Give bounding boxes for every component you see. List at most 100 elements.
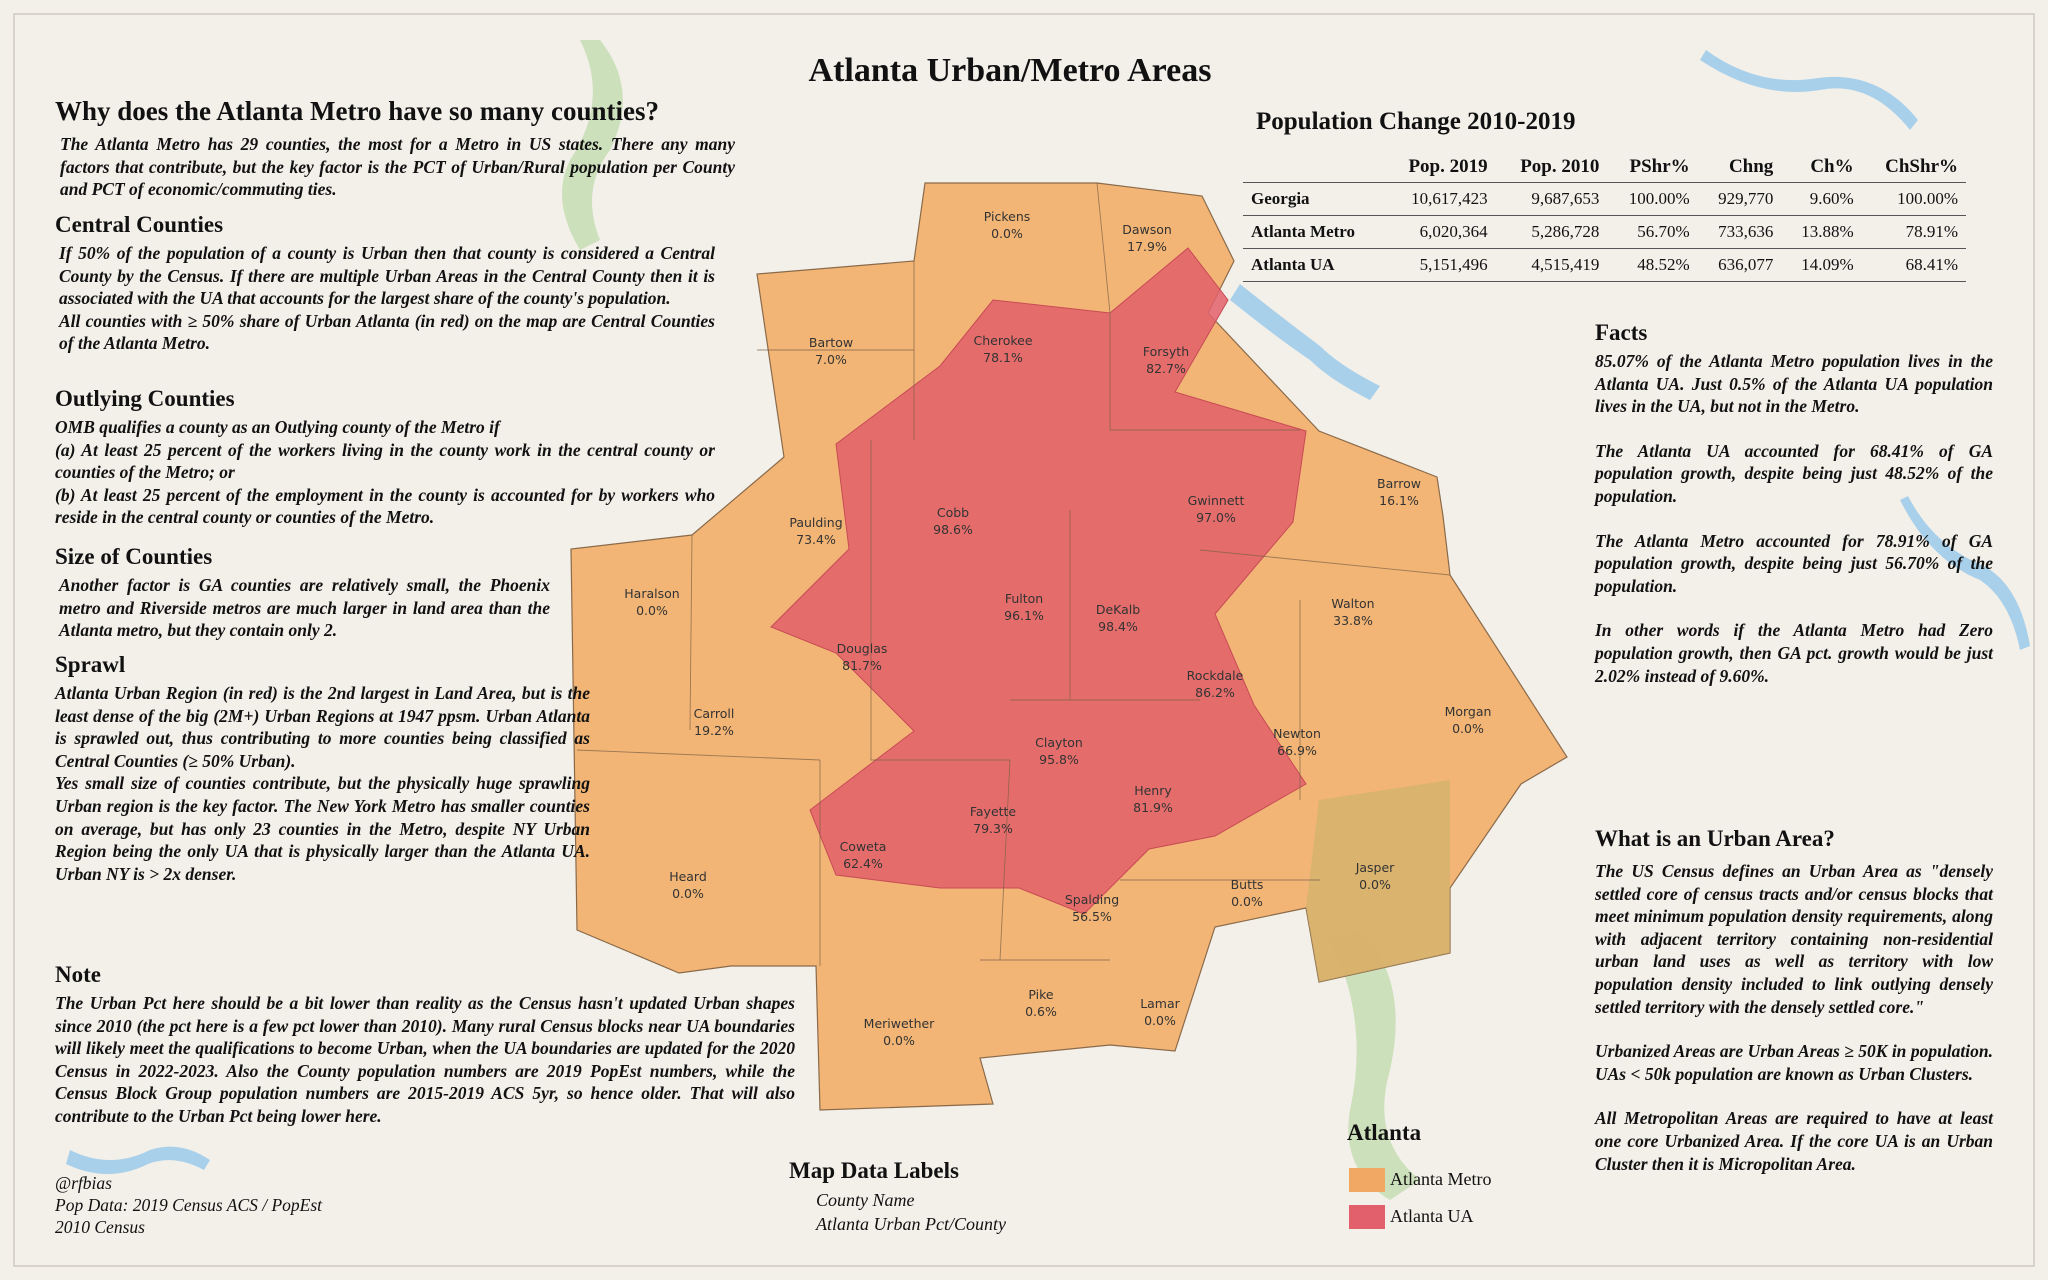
county-urban-pct: 0.0% — [636, 603, 668, 618]
county-urban-pct: 96.1% — [1004, 608, 1044, 623]
column-header: PShr% — [1629, 156, 1690, 177]
table-cell: 10,617,423 — [1383, 182, 1496, 216]
section-heading: Central Counties — [55, 212, 224, 237]
paragraph: OMB qualifies a county as an Outlying co… — [55, 417, 500, 437]
table-row: Georgia 10,617,423 9,687,653 100.00% 929,770… — [1243, 182, 1966, 216]
text-section: Central Counties If 50% of the populatio… — [55, 212, 715, 355]
text-section: Sprawl Atlanta Urban Region (in red) is … — [55, 652, 590, 885]
paragraph: Urbanized Areas are Urban Areas ≥ 50K in… — [1595, 1041, 1993, 1084]
corner-cell — [1243, 152, 1384, 183]
county-name: Morgan — [1445, 704, 1492, 719]
county-urban-pct: 82.7% — [1146, 361, 1186, 376]
paragraph: The Atlanta Metro accounted for 78.91% o… — [1595, 530, 1993, 596]
column-header: Ch% — [1810, 156, 1854, 177]
table-row: Atlanta Metro 6,020,364 5,286,728 56.70% 733… — [1243, 215, 1966, 249]
row-label: Atlanta UA — [1243, 248, 1384, 282]
county-urban-pct: 78.1% — [983, 350, 1023, 365]
text-section: Outlying Counties OMB qualifies a county… — [55, 386, 715, 529]
forest-area — [562, 40, 623, 250]
county-name: Fayette — [970, 804, 1017, 819]
paragraph: Another factor is GA counties are relati… — [59, 575, 550, 641]
county-name: Meriwether — [864, 1016, 936, 1031]
county-urban-pct: 19.2% — [694, 723, 734, 738]
county-urban-pct: 7.0% — [815, 352, 847, 367]
paragraph: In other words if the Atlanta Metro had … — [1595, 620, 1993, 686]
legend-label: Atlanta Metro — [1390, 1169, 1492, 1189]
column-header: Pop. 2019 — [1408, 156, 1488, 177]
row-label: Atlanta Metro — [1243, 215, 1384, 249]
county-name: Dawson — [1122, 222, 1172, 237]
section-heading: Map Data Labels — [789, 1158, 959, 1183]
legend-swatch — [1349, 1168, 1385, 1192]
table-title: Population Change 2010-2019 — [1256, 108, 1575, 142]
paragraph: The US Census defines an Urban Area as "… — [1595, 861, 1993, 1017]
county-name: Butts — [1231, 877, 1264, 892]
county-urban-pct: 0.0% — [1452, 721, 1484, 736]
paragraph: 85.07% of the Atlanta Metro population l… — [1595, 351, 1993, 417]
credits: @rfbias Pop Data: 2019 Census ACS / PopE… — [55, 1172, 455, 1238]
table-cell: 100.00% — [1861, 182, 1966, 216]
county-urban-pct: 66.9% — [1277, 743, 1317, 758]
urban-area-section: What is an Urban Area? The US Census def… — [1595, 826, 1993, 1175]
key-line: County Name — [816, 1190, 915, 1210]
table-cell: 56.70% — [1607, 215, 1698, 249]
lake — [66, 1146, 210, 1174]
county-urban-pct: 62.4% — [843, 856, 883, 871]
county-urban-pct: 56.5% — [1072, 909, 1112, 924]
column-header: Chng — [1728, 156, 1774, 177]
county-name: Haralson — [624, 586, 679, 601]
table-cell: 78.91% — [1861, 215, 1966, 249]
forest-area — [1330, 930, 1420, 1200]
table-cell: 5,286,728 — [1495, 215, 1608, 249]
county-name: Rockdale — [1187, 668, 1244, 683]
county-urban-pct: 0.0% — [1359, 877, 1391, 892]
county-name: Paulding — [789, 515, 842, 530]
county-urban-pct: 0.0% — [1144, 1013, 1176, 1028]
county-urban-pct: 95.8% — [1039, 752, 1079, 767]
table-cell: 929,770 — [1697, 182, 1782, 216]
paragraph: The Urban Pct here should be a bit lower… — [55, 993, 795, 1126]
legend-title: Atlanta — [1347, 1120, 1422, 1145]
county-urban-pct: 16.1% — [1379, 493, 1419, 508]
paragraph: Yes small size of counties contribute, b… — [55, 773, 590, 884]
credit-line: Pop Data: 2019 Census ACS / PopEst — [55, 1195, 323, 1215]
column-header: Pop. 2010 — [1520, 156, 1600, 177]
paragraph: The Atlanta Metro has 29 counties, the m… — [60, 134, 735, 200]
county-labels: Pickens 0.0% Dawson 17.9% Bartow 7.0% Cherokee… — [624, 209, 1491, 1048]
paragraph: (b) At least 25 percent of the employmen… — [55, 484, 715, 528]
population-table: Pop. 2019 Pop. 2010 PShr% Chng Ch% ChShr… — [1243, 152, 1966, 282]
section-heading: Sprawl — [55, 652, 126, 677]
county-name: Newton — [1273, 726, 1321, 741]
county-name: Carroll — [694, 706, 735, 721]
county-urban-pct: 0.0% — [672, 886, 704, 901]
section-heading: Why does the Atlanta Metro have so many … — [55, 96, 659, 126]
county-name: Gwinnett — [1188, 493, 1245, 508]
map-labels-key: Map Data Labels County Name Atlanta Urba… — [789, 1158, 1109, 1236]
lake — [1900, 496, 2030, 650]
table-cell: 636,077 — [1697, 248, 1782, 282]
county-name: DeKalb — [1096, 602, 1140, 617]
county-name: Spalding — [1065, 892, 1119, 907]
table-cell: 68.41% — [1861, 248, 1966, 282]
page-title: Atlanta Urban/Metro Areas — [808, 52, 1212, 89]
section-heading: Facts — [1595, 320, 1648, 345]
table-cell: 4,515,419 — [1495, 248, 1608, 282]
county-urban-pct: 97.0% — [1196, 510, 1236, 525]
table-cell: 9.60% — [1781, 182, 1862, 216]
county-urban-pct: 0.0% — [883, 1033, 915, 1048]
facts-section: Facts 85.07% of the Atlanta Metro popula… — [1595, 320, 1993, 687]
county-urban-pct: 33.8% — [1333, 613, 1373, 628]
lake — [1700, 50, 1918, 130]
section-heading: What is an Urban Area? — [1595, 826, 1835, 851]
county-name: Henry — [1134, 783, 1172, 798]
table-cell: 13.88% — [1781, 215, 1862, 249]
text-section: Size of Counties Another factor is GA co… — [55, 544, 550, 642]
county-name: Walton — [1331, 596, 1374, 611]
county-name: Forsyth — [1143, 344, 1189, 359]
table-cell: 6,020,364 — [1383, 215, 1496, 249]
county-name: Cherokee — [973, 333, 1032, 348]
county-urban-pct: 98.6% — [933, 522, 973, 537]
table-cell: 100.00% — [1607, 182, 1698, 216]
